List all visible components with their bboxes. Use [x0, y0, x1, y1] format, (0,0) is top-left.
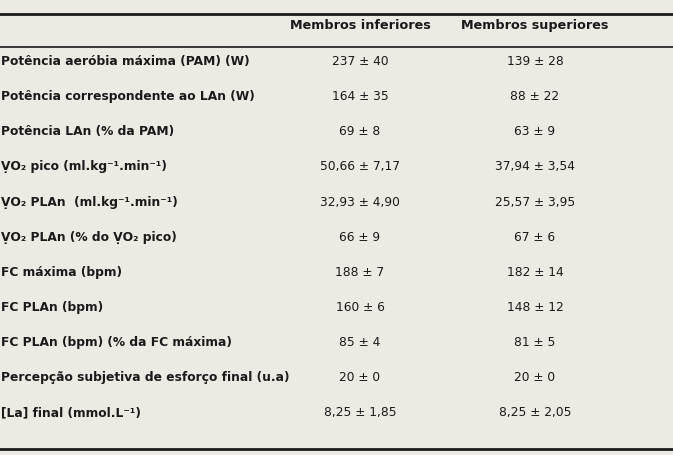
Text: FC máxima (bpm): FC máxima (bpm)	[1, 265, 122, 278]
Text: 148 ± 12: 148 ± 12	[507, 300, 563, 313]
Text: 32,93 ± 4,90: 32,93 ± 4,90	[320, 195, 400, 208]
Text: 8,25 ± 2,05: 8,25 ± 2,05	[499, 405, 571, 418]
Text: 188 ± 7: 188 ± 7	[336, 265, 384, 278]
Text: Membros inferiores: Membros inferiores	[289, 19, 431, 31]
Text: 50,66 ± 7,17: 50,66 ± 7,17	[320, 160, 400, 173]
Text: 85 ± 4: 85 ± 4	[339, 335, 381, 348]
Text: 67 ± 6: 67 ± 6	[514, 230, 556, 243]
Text: 8,25 ± 1,85: 8,25 ± 1,85	[324, 405, 396, 418]
Text: Membros superiores: Membros superiores	[462, 19, 608, 31]
Text: 20 ± 0: 20 ± 0	[339, 370, 381, 383]
Text: 63 ± 9: 63 ± 9	[514, 125, 556, 138]
Text: 20 ± 0: 20 ± 0	[514, 370, 556, 383]
Text: Potência aeróbia máxima (PAM) (W): Potência aeróbia máxima (PAM) (W)	[1, 55, 250, 68]
Text: FC PLAn (bpm): FC PLAn (bpm)	[1, 300, 104, 313]
Text: 139 ± 28: 139 ± 28	[507, 55, 563, 68]
Text: 69 ± 8: 69 ± 8	[339, 125, 381, 138]
Text: ṾO₂ pico (ml.kg⁻¹.min⁻¹): ṾO₂ pico (ml.kg⁻¹.min⁻¹)	[1, 160, 167, 173]
Text: ṾO₂ PLAn (% do ṾO₂ pico): ṾO₂ PLAn (% do ṾO₂ pico)	[1, 230, 177, 243]
Text: Percepção subjetiva de esforço final (u.a): Percepção subjetiva de esforço final (u.…	[1, 370, 290, 383]
Text: 25,57 ± 3,95: 25,57 ± 3,95	[495, 195, 575, 208]
Text: 37,94 ± 3,54: 37,94 ± 3,54	[495, 160, 575, 173]
Text: ṾO₂ PLAn  (ml.kg⁻¹.min⁻¹): ṾO₂ PLAn (ml.kg⁻¹.min⁻¹)	[1, 195, 178, 208]
Text: FC PLAn (bpm) (% da FC máxima): FC PLAn (bpm) (% da FC máxima)	[1, 335, 232, 348]
Text: Potência correspondente ao LAn (W): Potência correspondente ao LAn (W)	[1, 90, 255, 103]
Text: Potência LAn (% da PAM): Potência LAn (% da PAM)	[1, 125, 174, 138]
Text: 160 ± 6: 160 ± 6	[336, 300, 384, 313]
Text: [La] final (mmol.L⁻¹): [La] final (mmol.L⁻¹)	[1, 405, 141, 418]
Text: 81 ± 5: 81 ± 5	[514, 335, 556, 348]
Text: 66 ± 9: 66 ± 9	[339, 230, 381, 243]
Text: 88 ± 22: 88 ± 22	[511, 90, 559, 103]
Text: 182 ± 14: 182 ± 14	[507, 265, 563, 278]
Text: 164 ± 35: 164 ± 35	[332, 90, 388, 103]
Text: 237 ± 40: 237 ± 40	[332, 55, 388, 68]
